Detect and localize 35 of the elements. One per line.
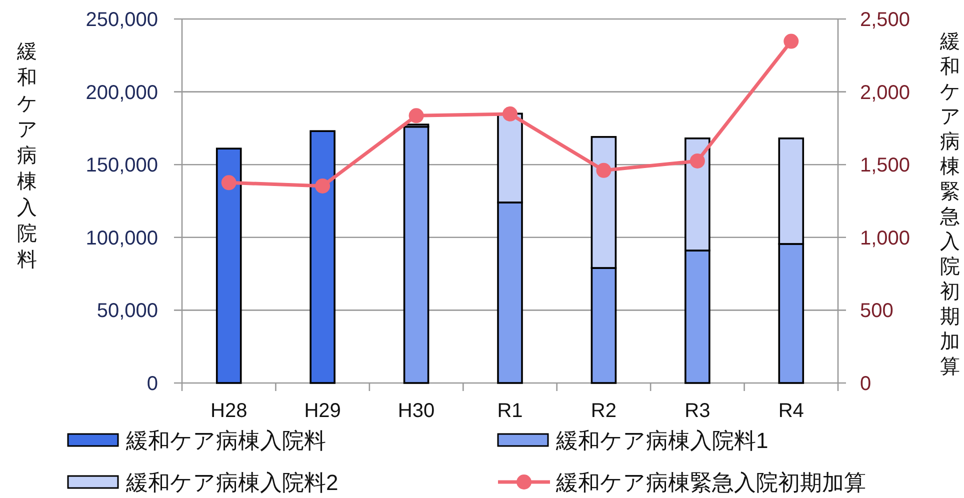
text: 緩和ケア病棟入院料	[17, 41, 37, 271]
y-tick-label: 200,000	[86, 82, 158, 104]
y2-tick-label: 500	[860, 300, 894, 322]
legend-label: 緩和ケア病棟入院料	[125, 428, 326, 453]
y2-tick-label: 1,500	[860, 154, 910, 177]
x-tick-label: R2	[590, 400, 617, 422]
legend-label: 緩和ケア病棟入院料1	[555, 428, 768, 453]
x-tick-label: H30	[398, 400, 435, 422]
text: 緩和ケア病棟緊急入院初期加算	[940, 31, 960, 378]
point	[221, 175, 236, 190]
y-tick-label: 0	[146, 373, 158, 395]
x-tick-label: R1	[497, 400, 523, 422]
y-tick-label: 250,000	[86, 9, 158, 31]
bar	[216, 148, 242, 384]
bar	[310, 130, 336, 384]
x-tick-label: R3	[684, 400, 710, 422]
point	[502, 106, 518, 122]
y2-tick-label: 2,500	[860, 9, 910, 31]
y-tick-label: 100,000	[86, 227, 158, 250]
legend-label: 緩和ケア病棟入院料2	[125, 470, 338, 495]
y2-tick-label: 0	[860, 373, 872, 395]
y-tick-label: 150,000	[86, 154, 158, 177]
point	[690, 153, 705, 168]
y2-tick-label: 2,000	[860, 82, 910, 104]
point	[315, 178, 330, 194]
point	[408, 108, 424, 124]
legend-label: 緩和ケア病棟緊急入院初期加算	[555, 470, 866, 495]
y2-tick-label: 1,000	[860, 227, 910, 250]
point	[596, 162, 612, 178]
x-tick-label: H28	[210, 400, 248, 422]
y-tick-label: 50,000	[96, 300, 158, 322]
point	[784, 34, 799, 49]
bar	[403, 126, 430, 384]
x-tick-label: H29	[304, 400, 341, 422]
x-tick-label: R4	[778, 400, 804, 422]
